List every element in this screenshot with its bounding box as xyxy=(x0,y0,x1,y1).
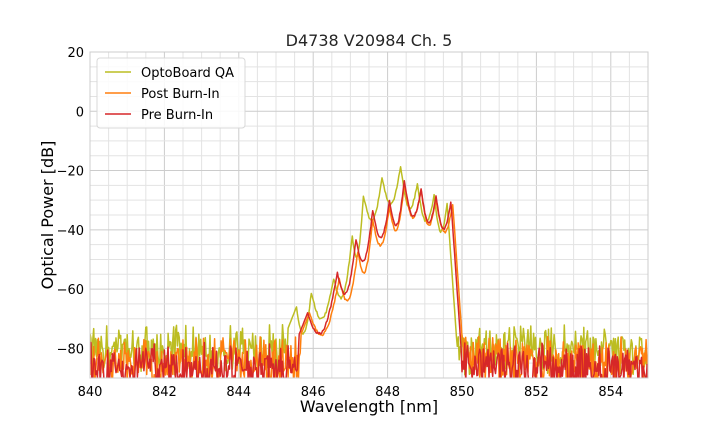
y-tick-label: −20 xyxy=(57,165,84,180)
x-tick-label: 854 xyxy=(598,385,623,400)
tick-labels: 840 842 844 846 848 850 852 854 −80 −60 −40 −20 0 20 xyxy=(57,46,624,400)
x-tick-label: 846 xyxy=(301,385,326,400)
chart-title: D4738 V20984 Ch. 5 xyxy=(286,31,453,50)
series-line-pre-burn-in xyxy=(90,180,648,378)
legend-box xyxy=(96,57,246,129)
legend: OptoBoard QA Post Burn-In Pre Burn-In xyxy=(96,57,246,129)
y-tick-label: −60 xyxy=(57,283,84,298)
x-tick-label: 842 xyxy=(152,385,177,400)
x-tick-label: 852 xyxy=(524,385,549,400)
legend-label: Post Burn-In xyxy=(141,87,220,102)
legend-label: OptoBoard QA xyxy=(141,66,234,81)
y-tick-label: −40 xyxy=(57,224,84,239)
x-tick-label: 850 xyxy=(450,385,475,400)
x-tick-label: 848 xyxy=(375,385,400,400)
series-layer xyxy=(90,165,648,378)
x-tick-label: 844 xyxy=(226,385,251,400)
x-tick-label: 840 xyxy=(78,385,103,400)
y-tick-label: −80 xyxy=(57,342,84,357)
y-tick-label: 20 xyxy=(67,46,84,61)
y-axis-label: Optical Power [dB] xyxy=(38,141,57,290)
x-axis-label: Wavelength [nm] xyxy=(300,397,438,416)
legend-label: Pre Burn-In xyxy=(141,108,213,123)
y-tick-label: 0 xyxy=(76,105,84,120)
plot-frame xyxy=(89,51,649,379)
